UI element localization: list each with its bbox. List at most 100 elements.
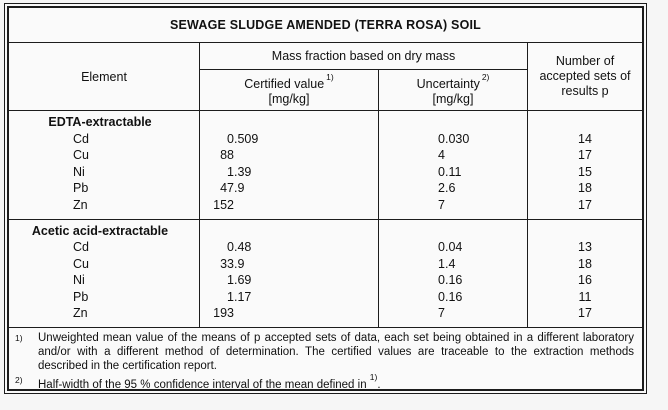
uncertainty-footnote-marker: 2) <box>481 71 490 82</box>
uncertainty-label: Uncertainty <box>416 77 480 92</box>
uncertainty-value: 0.16 <box>379 289 527 306</box>
uncertainty-header-cell: Uncertainty2) [mg/kg] <box>378 70 527 110</box>
value-fraction-part: .39 <box>234 164 252 179</box>
value-integer-part: 88 <box>220 148 234 162</box>
spacer-line <box>528 114 642 131</box>
accepted-sets-cell: 13 18 16 11 17 <box>527 219 642 327</box>
certified-value: 1.17 <box>200 289 378 306</box>
value-integer-part: 0 <box>438 131 445 146</box>
element-symbol: Ni <box>73 164 85 179</box>
accepted-sets-header-cell: Number of accepted sets of results p <box>527 43 642 110</box>
value-integer-part: 193 <box>213 306 234 320</box>
footnote-marker: 2) <box>15 375 23 385</box>
footnote: 2) Half-width of the 95 % confidence inte… <box>9 372 642 389</box>
accepted-sets-line-3: results p <box>561 84 609 98</box>
uncertainty-value: 0.04 <box>379 239 527 256</box>
value-integer-part: 1 <box>227 273 234 287</box>
element-symbol: Cd <box>73 240 89 254</box>
section-header: Acetic acid-extractable <box>31 223 169 238</box>
certified-value: 47.9 <box>200 180 378 197</box>
footnote-text: Unweighted mean value of the means of p … <box>38 332 634 372</box>
value-fraction-part: .16 <box>445 289 463 304</box>
element-symbol: Ni <box>73 273 85 287</box>
uncertainty-unit: [mg/kg] <box>432 92 474 107</box>
footnote-ref-marker: 1) <box>369 372 378 382</box>
mass-fraction-header-cell: Mass fraction based on dry mass <box>199 43 527 70</box>
value-integer-part: 47 <box>220 181 234 195</box>
value-fraction-part: .48 <box>234 240 252 254</box>
spacer-line <box>528 223 642 240</box>
certified-value: 1.39 <box>200 164 378 181</box>
certification-table: SEWAGE SLUDGE AMENDED (TERRA ROSA) SOIL … <box>7 6 644 391</box>
value-integer-part: 0 <box>227 240 234 254</box>
accepted-sets-value: 18 <box>578 181 592 195</box>
table-header: Element Mass fraction based on dry mass … <box>9 43 642 111</box>
value-fraction-part: .16 <box>445 273 463 287</box>
accepted-sets-value: 13 <box>578 240 592 254</box>
certified-value: 0.48 <box>200 239 378 256</box>
value-integer-part: 33 <box>220 256 234 271</box>
certified-value: 88 <box>200 147 378 164</box>
certified-value: 33.9 <box>200 256 378 273</box>
value-fraction-part: .9 <box>234 181 245 195</box>
certified-value: 193 <box>200 305 378 322</box>
element-symbol: Zn <box>73 197 88 212</box>
accepted-sets-line-1: Number of <box>555 54 615 68</box>
figure-frame: SEWAGE SLUDGE AMENDED (TERRA ROSA) SOIL … <box>4 3 647 394</box>
value-fraction-part: .030 <box>445 131 470 146</box>
uncertainty-value: 4 <box>379 147 527 164</box>
value-integer-part: 1 <box>227 289 234 304</box>
certified-value: 0.509 <box>200 131 378 148</box>
certified-value-header-cell: Certified value1) [mg/kg] <box>199 70 378 110</box>
uncertainty-value: 1.4 <box>379 256 527 273</box>
value-integer-part: 7 <box>438 306 445 320</box>
footnotes: 1) Unweighted mean value of the means of … <box>9 328 642 389</box>
value-integer-part: 1 <box>438 256 445 271</box>
spacer-line <box>379 114 527 131</box>
certified-value-label-line: Certified value1) <box>244 72 333 92</box>
value-integer-part: 0 <box>438 240 445 254</box>
element-symbol: Pb <box>73 181 89 195</box>
element-column-cell: Acetic acid-extractable Cd Cu Ni Pb Zn <box>9 220 199 328</box>
certified-value-cell: 0.509 88 1.39 47.9 152 <box>199 111 378 219</box>
spacer-line <box>200 223 378 240</box>
accepted-sets-value: 17 <box>578 306 592 320</box>
value-integer-part: 0 <box>438 289 445 304</box>
value-fraction-part: .9 <box>234 256 245 271</box>
spacer-line <box>200 114 378 131</box>
element-header-cell: Element <box>9 43 199 110</box>
uncertainty-cell: 0.04 1.4 0.16 0.16 7 <box>378 219 527 327</box>
certified-value: 152 <box>200 197 378 214</box>
table-section: Acetic acid-extractable Cd Cu Ni Pb Zn 0.48 33.… <box>9 219 642 328</box>
value-integer-part: 0 <box>438 273 445 287</box>
section-header: EDTA-extractable <box>48 115 152 129</box>
value-integer-part: 152 <box>213 197 234 212</box>
uncertainty-cell: 0.030 4 0.11 2.6 7 <box>378 111 527 219</box>
accepted-sets-value: 15 <box>578 164 592 179</box>
value-fraction-part: .509 <box>234 131 259 146</box>
element-symbol: Cd <box>73 131 89 146</box>
element-symbol: Cu <box>73 256 89 271</box>
uncertainty-value: 7 <box>379 197 527 214</box>
value-integer-part: 4 <box>438 148 445 162</box>
spacer-line <box>379 223 527 240</box>
accepted-sets-value: 18 <box>578 256 592 271</box>
accepted-sets-cell: 14 17 15 18 17 <box>527 111 642 219</box>
value-integer-part: 0 <box>227 131 234 146</box>
uncertainty-value: 0.11 <box>379 164 527 181</box>
value-fraction-part: .17 <box>234 289 252 304</box>
uncertainty-label-line: Uncertainty2) <box>416 71 490 92</box>
value-fraction-part: .69 <box>234 273 252 287</box>
element-column-cell: EDTA-extractable Cd Cu Ni Pb Zn <box>9 111 199 219</box>
value-fraction-part: .4 <box>445 256 456 271</box>
element-header-label: Element <box>81 69 127 84</box>
mass-fraction-label: Mass fraction based on dry mass <box>271 49 456 63</box>
accepted-sets-value: 11 <box>578 289 592 304</box>
certified-value-unit: [mg/kg] <box>268 92 310 107</box>
element-symbol: Pb <box>73 289 89 304</box>
element-symbol: Cu <box>73 148 89 162</box>
value-integer-part: 7 <box>438 197 445 212</box>
footnote-marker: 1) <box>15 333 23 343</box>
accepted-sets-value: 14 <box>578 131 592 146</box>
table-section: EDTA-extractable Cd Cu Ni Pb Zn 0.509 88 1.39 47.… <box>9 111 642 220</box>
